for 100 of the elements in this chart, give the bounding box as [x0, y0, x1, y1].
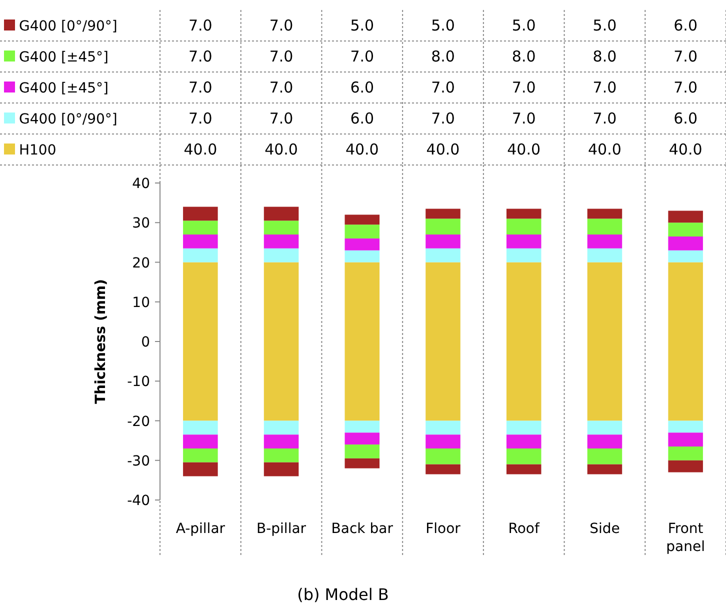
bar: [668, 432, 703, 447]
bar: [344, 458, 380, 468]
y-tick-label: 20: [132, 255, 150, 272]
text: 8.0: [592, 48, 617, 66]
bar: [668, 236, 703, 250]
bar: [587, 248, 622, 262]
y-axis-title: Thickness (mm): [93, 279, 109, 404]
text: 40.0: [507, 140, 541, 158]
x-tick-label: Side: [590, 521, 620, 537]
bar: [668, 460, 703, 472]
x-tick-label: A-pillar: [176, 521, 226, 537]
bar: [506, 218, 542, 235]
x-tick-label: Roof: [508, 521, 540, 537]
x-tick-label: B-pillar: [256, 521, 306, 537]
bar: [587, 448, 622, 464]
text: 8.0: [512, 48, 536, 66]
bar: [668, 222, 703, 236]
bar: [183, 434, 218, 448]
bar: [506, 448, 542, 464]
bar: [668, 420, 703, 433]
bar: [344, 444, 380, 458]
text: 40.0: [345, 140, 379, 158]
bar: [264, 220, 299, 235]
legend-label: G400 [±45°]: [19, 80, 108, 96]
text: 7.0: [269, 78, 294, 96]
y-tick-label: -10: [127, 374, 150, 390]
bar: [183, 220, 218, 235]
y-tick-label: 0: [141, 334, 150, 350]
text: 7.0: [269, 16, 294, 34]
text: 6.0: [350, 78, 374, 96]
bar: [183, 420, 218, 435]
bar: [668, 250, 703, 262]
text: 7.0: [674, 48, 698, 66]
bar: [344, 224, 380, 238]
bar: [587, 464, 622, 474]
text: 7.0: [188, 48, 212, 66]
bar: [506, 420, 542, 435]
bar: [426, 234, 460, 248]
x-tick-label: Back bar: [331, 521, 394, 537]
bar: [587, 234, 622, 248]
bar: [264, 462, 299, 476]
bar: [344, 214, 380, 225]
legend-label: G400 [0°/90°]: [19, 18, 118, 34]
bar: [506, 464, 542, 474]
text: 7.0: [188, 78, 212, 96]
y-tick-label: 10: [132, 294, 150, 311]
bar: [506, 208, 542, 219]
text: 5.0: [512, 16, 536, 34]
bar: [506, 248, 542, 262]
text: 5.0: [350, 16, 374, 34]
bar: [264, 434, 299, 448]
bar: [426, 464, 460, 474]
bar: [264, 448, 299, 462]
text: 7.0: [188, 16, 212, 34]
bar: [587, 420, 622, 435]
bar: [426, 434, 460, 448]
text: 7.0: [512, 78, 536, 96]
bar: [264, 248, 299, 262]
y-tick-label: -30: [127, 453, 150, 470]
bar: [344, 238, 380, 250]
y-tick-label: -20: [127, 414, 150, 430]
legend-label: G400 [0°/90°]: [19, 112, 118, 128]
bar: [183, 448, 218, 462]
text: 7.0: [512, 110, 536, 128]
bar: [344, 420, 380, 433]
bar: [506, 434, 542, 448]
text: 40.0: [588, 140, 622, 158]
x-tick-label: Front panel: [666, 521, 705, 555]
text: 8.0: [431, 48, 455, 66]
bar: [264, 420, 299, 435]
bar: [587, 208, 622, 219]
text: 7.0: [269, 48, 294, 66]
bar: [344, 432, 380, 445]
text: 7.0: [269, 110, 294, 128]
legend-label: G400 [±45°]: [19, 50, 108, 66]
text: (b) Model B: [297, 585, 389, 604]
text: 40.0: [668, 140, 702, 158]
bar: [183, 462, 218, 476]
text: 6.0: [674, 110, 698, 128]
y-tick-label: -40: [127, 493, 150, 509]
legend-label: H100: [19, 142, 56, 158]
text: 7.0: [592, 110, 617, 128]
bar: [668, 446, 703, 460]
bar: [506, 234, 542, 248]
text: 5.0: [592, 16, 617, 34]
text: 7.0: [674, 78, 698, 96]
text: 7.0: [592, 78, 617, 96]
bar: [344, 250, 380, 262]
bar: [668, 210, 703, 223]
bar: [426, 448, 460, 464]
text: 6.0: [350, 110, 374, 128]
text: 7.0: [188, 110, 212, 128]
bar: [264, 206, 299, 221]
bar: [426, 218, 460, 235]
y-tick-label: 40: [132, 176, 150, 192]
bar: [183, 206, 218, 221]
text: 7.0: [431, 78, 455, 96]
bar: [426, 420, 460, 435]
bar: [183, 248, 218, 262]
text: 5.0: [431, 16, 455, 34]
